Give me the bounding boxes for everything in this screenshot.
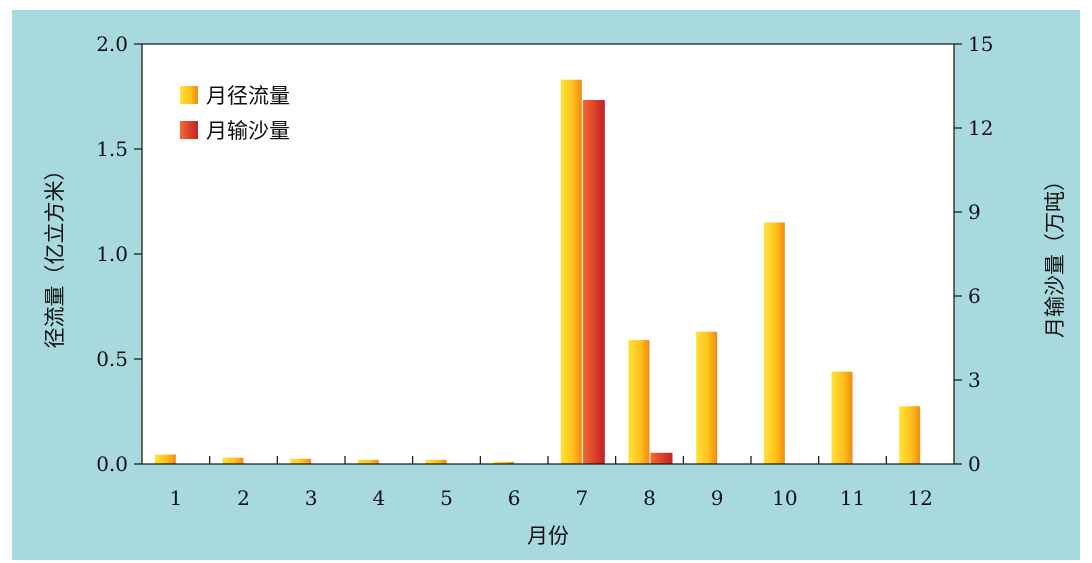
bar-runoff-10 xyxy=(763,222,785,464)
bar-sediment-8 xyxy=(650,452,673,464)
y-right-tick-label: 3 xyxy=(968,368,981,392)
bar-runoff-7 xyxy=(560,79,582,464)
y-left-tick-label: 1.5 xyxy=(96,137,128,161)
y-right-tick-label: 0 xyxy=(968,452,981,476)
bar-sediment-7 xyxy=(582,100,605,464)
y-axis-left-title: 径流量（亿立方米） xyxy=(43,160,67,349)
bar-runoff-4 xyxy=(357,459,379,464)
x-tick-label: 3 xyxy=(305,486,318,510)
y-right-tick-label: 12 xyxy=(968,116,993,140)
y-left-tick-label: 1.0 xyxy=(96,242,128,266)
legend-label-runoff: 月径流量 xyxy=(206,84,290,108)
x-tick-label: 1 xyxy=(169,486,182,510)
x-tick-label: 11 xyxy=(840,486,865,510)
y-right-tick-label: 15 xyxy=(968,32,993,56)
legend-swatch-runoff xyxy=(180,86,198,104)
x-tick-label: 6 xyxy=(508,486,521,510)
y-right-tick-label: 9 xyxy=(968,200,981,224)
x-tick-label: 10 xyxy=(772,486,797,510)
legend-swatch-sediment xyxy=(180,121,198,139)
y-right-tick-label: 6 xyxy=(968,284,981,308)
x-axis-title: 月份 xyxy=(527,524,569,548)
bar-runoff-2 xyxy=(222,457,244,464)
bar-runoff-11 xyxy=(831,371,853,464)
y-left-tick-label: 0.0 xyxy=(96,452,128,476)
x-tick-label: 4 xyxy=(372,486,385,510)
y-left-tick-label: 0.5 xyxy=(96,347,128,371)
chart-figure: 0.0 0.5 1.0 1.5 2.0 0 3 6 9 12 15 1 2 3 4 5 6 7 8 9 10 11 12 月… xyxy=(12,10,1080,560)
bar-runoff-1 xyxy=(154,454,176,464)
x-tick-label: 7 xyxy=(575,486,588,510)
x-tick-label: 5 xyxy=(440,486,453,510)
bar-runoff-6 xyxy=(493,461,515,464)
y-left-tick-label: 2.0 xyxy=(96,32,128,56)
x-tick-label: 9 xyxy=(711,486,724,510)
x-tick-label: 8 xyxy=(643,486,656,510)
bar-runoff-3 xyxy=(290,458,312,464)
bar-runoff-12 xyxy=(899,406,921,464)
y-axis-right-title: 月输沙量（万吨） xyxy=(1043,170,1067,338)
bar-runoff-5 xyxy=(425,459,447,464)
bar-runoff-8 xyxy=(628,340,650,464)
plot-area xyxy=(142,44,954,464)
x-tick-label: 2 xyxy=(237,486,250,510)
legend-label-sediment: 月输沙量 xyxy=(206,119,290,143)
legend: 月径流量 月输沙量 xyxy=(180,84,290,143)
x-tick-label: 12 xyxy=(907,486,932,510)
bar-runoff-9 xyxy=(696,331,718,464)
